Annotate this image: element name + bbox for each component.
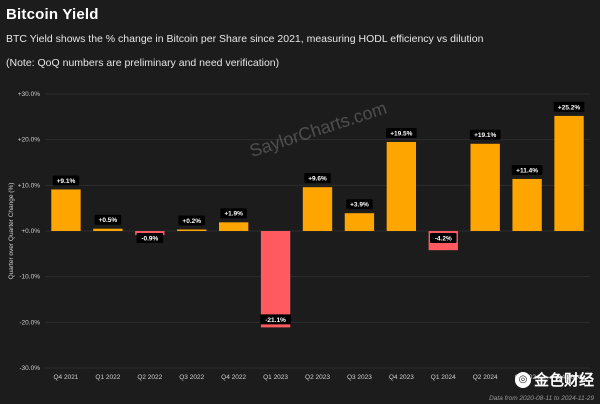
x-tick-label: Q2 2024 bbox=[473, 374, 498, 381]
data-label-bg bbox=[94, 214, 122, 225]
x-tick-label: Q4 2024 bbox=[557, 374, 582, 381]
bar bbox=[470, 143, 500, 231]
chart-title: Bitcoin Yield bbox=[6, 6, 99, 23]
logo: ◎ 金色财经 bbox=[514, 369, 594, 390]
data-label: +9.1% bbox=[57, 178, 76, 185]
x-tick-label: Q1 2024 bbox=[431, 374, 456, 381]
y-tick-label: -20.0% bbox=[19, 319, 40, 326]
bar bbox=[177, 229, 207, 231]
x-tick-label: Q4 2022 bbox=[221, 374, 246, 381]
data-label-bg bbox=[304, 173, 331, 184]
data-label-bg bbox=[260, 314, 291, 325]
bar bbox=[93, 228, 123, 231]
x-tick-label: Q2 2022 bbox=[137, 374, 162, 381]
data-label: -4.2% bbox=[435, 235, 452, 242]
y-tick-label: +10.0% bbox=[18, 182, 40, 189]
bar bbox=[344, 213, 375, 231]
data-label-bg bbox=[220, 208, 247, 219]
bar bbox=[218, 222, 249, 231]
bar bbox=[554, 115, 584, 231]
logo-text: 金色财经 bbox=[533, 372, 594, 389]
y-tick-label: +30.0% bbox=[18, 91, 40, 98]
x-tick-label: Q3 2023 bbox=[347, 374, 372, 381]
data-label: +19.5% bbox=[390, 130, 412, 137]
y-axis-label: Quarter over Quarter Change (%) bbox=[8, 183, 15, 280]
x-tick-label: Q4 2023 bbox=[389, 374, 414, 381]
data-label: +19.1% bbox=[474, 132, 496, 139]
bar bbox=[260, 231, 291, 328]
data-label: +11.4% bbox=[516, 167, 538, 174]
data-label-bg bbox=[430, 233, 457, 243]
data-label-bg bbox=[469, 129, 501, 140]
x-tick-label: Q4 2021 bbox=[53, 374, 78, 381]
bar bbox=[512, 178, 542, 231]
chart-subtitle: BTC Yield shows the % change in Bitcoin … bbox=[6, 33, 484, 45]
data-label-bg bbox=[136, 233, 164, 243]
data-label: +25.2% bbox=[558, 104, 580, 111]
data-range-footer: Data from 2020-08-11 to 2024-11-29 bbox=[489, 395, 594, 402]
x-tick-label: Q1 2023 bbox=[263, 374, 288, 381]
y-tick-label: +20.0% bbox=[18, 137, 40, 144]
data-label-bg bbox=[511, 164, 543, 175]
x-tick-label: Q3 2022 bbox=[179, 374, 204, 381]
y-tick-label: -30.0% bbox=[19, 365, 40, 372]
bar bbox=[302, 187, 333, 231]
data-label-bg bbox=[52, 175, 80, 186]
y-tick-label: -10.0% bbox=[19, 274, 40, 281]
bar bbox=[51, 189, 81, 231]
y-tick-label: +0.0% bbox=[21, 228, 40, 235]
data-label-bg bbox=[346, 199, 373, 210]
data-label-bg bbox=[553, 101, 585, 112]
data-label: -21.1% bbox=[265, 317, 286, 324]
bar bbox=[386, 141, 417, 231]
x-tick-label: Q2 2023 bbox=[305, 374, 330, 381]
chart-note: (Note: QoQ numbers are preliminary and n… bbox=[6, 57, 280, 69]
data-label: -0.9% bbox=[141, 235, 158, 242]
data-label: +9.6% bbox=[308, 176, 327, 183]
data-label: +0.2% bbox=[182, 218, 201, 225]
x-tick-label: Q1 2022 bbox=[95, 374, 120, 381]
data-label-bg bbox=[178, 215, 205, 226]
logo-icon: ◎ bbox=[514, 371, 531, 388]
data-label: +0.5% bbox=[99, 217, 118, 224]
data-label-bg bbox=[386, 127, 417, 138]
data-label: +1.9% bbox=[224, 211, 243, 218]
data-label: +3.9% bbox=[350, 202, 369, 209]
